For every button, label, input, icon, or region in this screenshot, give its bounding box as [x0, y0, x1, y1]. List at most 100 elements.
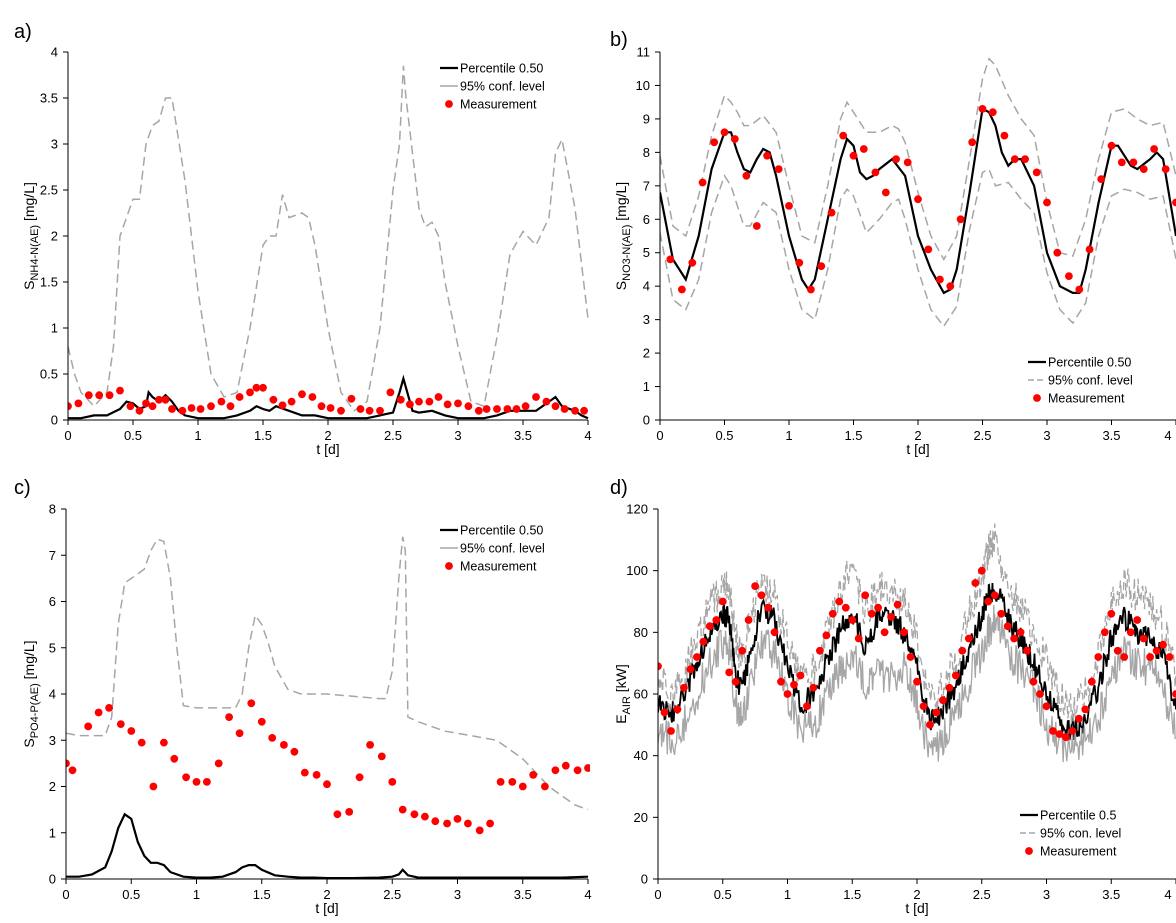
- measurement-point: [203, 778, 211, 786]
- x-tick-label: 4: [1164, 428, 1171, 443]
- measurement-point: [425, 397, 434, 406]
- y-axis-label-main: S: [613, 281, 629, 290]
- measurement-point: [924, 245, 933, 254]
- measurement-point: [666, 255, 675, 264]
- x-tick-label: 1: [193, 887, 200, 902]
- measurement-point: [956, 215, 965, 224]
- measurement-point: [217, 397, 226, 406]
- measurement-point: [1100, 628, 1109, 637]
- measurement-point: [518, 782, 527, 791]
- measurement-point: [366, 741, 374, 749]
- measurement-point: [74, 399, 83, 408]
- measurement-point: [377, 752, 386, 761]
- y-tick-label: 2.5: [40, 183, 58, 198]
- measurement-point: [521, 402, 530, 411]
- measurement-point: [551, 402, 560, 411]
- chart-panel-b: b) 0 0.5 1 1.5 2 2.5 3 3.5 4 0 1 2 3 4 5 6 7 8 9 10 11 t [d] SN…: [610, 29, 1176, 457]
- measurement-point: [415, 397, 423, 406]
- measurement-point: [1003, 622, 1012, 631]
- measurement-point: [135, 406, 144, 415]
- confidence-line: [66, 536, 589, 811]
- y-tick-label: 4: [49, 687, 56, 702]
- x-axis-label: t [d]: [316, 441, 339, 457]
- y-tick-label: 2: [643, 346, 650, 361]
- measurement-point: [410, 810, 419, 819]
- panel-label: c): [14, 477, 31, 499]
- measurement-point: [1016, 628, 1025, 637]
- measurement-point: [298, 390, 306, 399]
- measurement-point: [290, 747, 299, 756]
- measurement-point: [1029, 677, 1038, 686]
- y-tick-label: 6: [643, 212, 650, 227]
- measurement-point: [571, 406, 579, 415]
- plot-area: [658, 523, 1176, 763]
- y-tick-label: 0: [643, 413, 650, 428]
- y-tick-label: 7: [643, 178, 650, 193]
- measurement-point: [1152, 646, 1161, 655]
- measurement-point: [326, 404, 335, 412]
- measurement-point: [1010, 155, 1019, 164]
- measurement-point: [988, 108, 997, 117]
- y-axis-label: EAIR [kW]: [613, 664, 633, 724]
- x-tick-label: 4: [584, 428, 591, 443]
- measurement-point: [742, 171, 751, 180]
- measurement-point: [493, 405, 501, 413]
- measurement-point: [246, 388, 254, 397]
- panel-label: a): [14, 21, 32, 43]
- y-tick-label: 5: [643, 245, 650, 260]
- x-tick-label: 2: [324, 428, 331, 443]
- measurement-point: [312, 771, 321, 779]
- legend-conf-label: 95% conf. level: [460, 542, 545, 556]
- measurement-point: [997, 609, 1006, 618]
- measurement-point: [796, 671, 805, 680]
- y-tick-label: 1: [643, 379, 650, 394]
- measurement-point: [178, 406, 187, 415]
- legend-measurement-label: Measurement: [460, 98, 537, 112]
- y-axis-label-unit: [mg/L]: [21, 640, 37, 683]
- measurement-point: [720, 128, 729, 137]
- measurement-point: [893, 600, 902, 609]
- measurement-point: [486, 819, 494, 828]
- y-axis-label: SNO3-N(AE) [mg/L]: [613, 182, 633, 290]
- measurement-point: [964, 634, 973, 643]
- measurement-point: [849, 151, 858, 160]
- legend-median-label: Percentile 0.5: [1040, 809, 1116, 823]
- measurement-point: [257, 717, 266, 726]
- measurement-point: [345, 808, 354, 816]
- measurement-point: [1042, 702, 1051, 711]
- y-axis-label-main: E: [613, 714, 629, 723]
- measurement-point: [300, 768, 309, 777]
- confidence-line: [68, 65, 589, 412]
- legend-median-label: Percentile 0.50: [1048, 356, 1131, 370]
- measurement-point: [1000, 131, 1009, 140]
- y-tick-label: 0: [51, 413, 58, 428]
- y-tick-label: 2: [51, 229, 58, 244]
- measurement-point: [66, 759, 70, 768]
- y-tick-label: 6: [49, 594, 56, 609]
- measurement-point: [235, 393, 244, 401]
- measurement-point: [1133, 616, 1142, 624]
- measurement-point: [95, 391, 104, 400]
- measurement-point: [705, 622, 714, 631]
- measurement-point: [968, 138, 977, 147]
- y-tick-label: 4: [643, 279, 650, 294]
- y-tick-label: 20: [634, 810, 648, 825]
- measurement-point: [443, 400, 452, 409]
- y-axis-label-sub: NO3-N(AE): [621, 225, 633, 281]
- measurement-point: [946, 282, 955, 291]
- measurement-point: [148, 402, 157, 411]
- measurement-point: [1049, 727, 1057, 735]
- measurement-point: [958, 646, 967, 655]
- x-tick-label: 1.5: [253, 887, 271, 902]
- y-axis-label: SPO4-P(AE) [mg/L]: [21, 640, 41, 747]
- measurement-point: [680, 683, 688, 692]
- measurement-point: [698, 178, 707, 187]
- measurement-point: [686, 665, 695, 674]
- measurement-point: [1081, 705, 1090, 714]
- confidence-line: [660, 168, 1176, 328]
- measurement-point: [333, 810, 342, 819]
- measurement-point: [731, 677, 740, 686]
- measurement-point: [835, 597, 844, 606]
- measurement-point: [496, 778, 505, 786]
- measurement-point: [1165, 653, 1174, 661]
